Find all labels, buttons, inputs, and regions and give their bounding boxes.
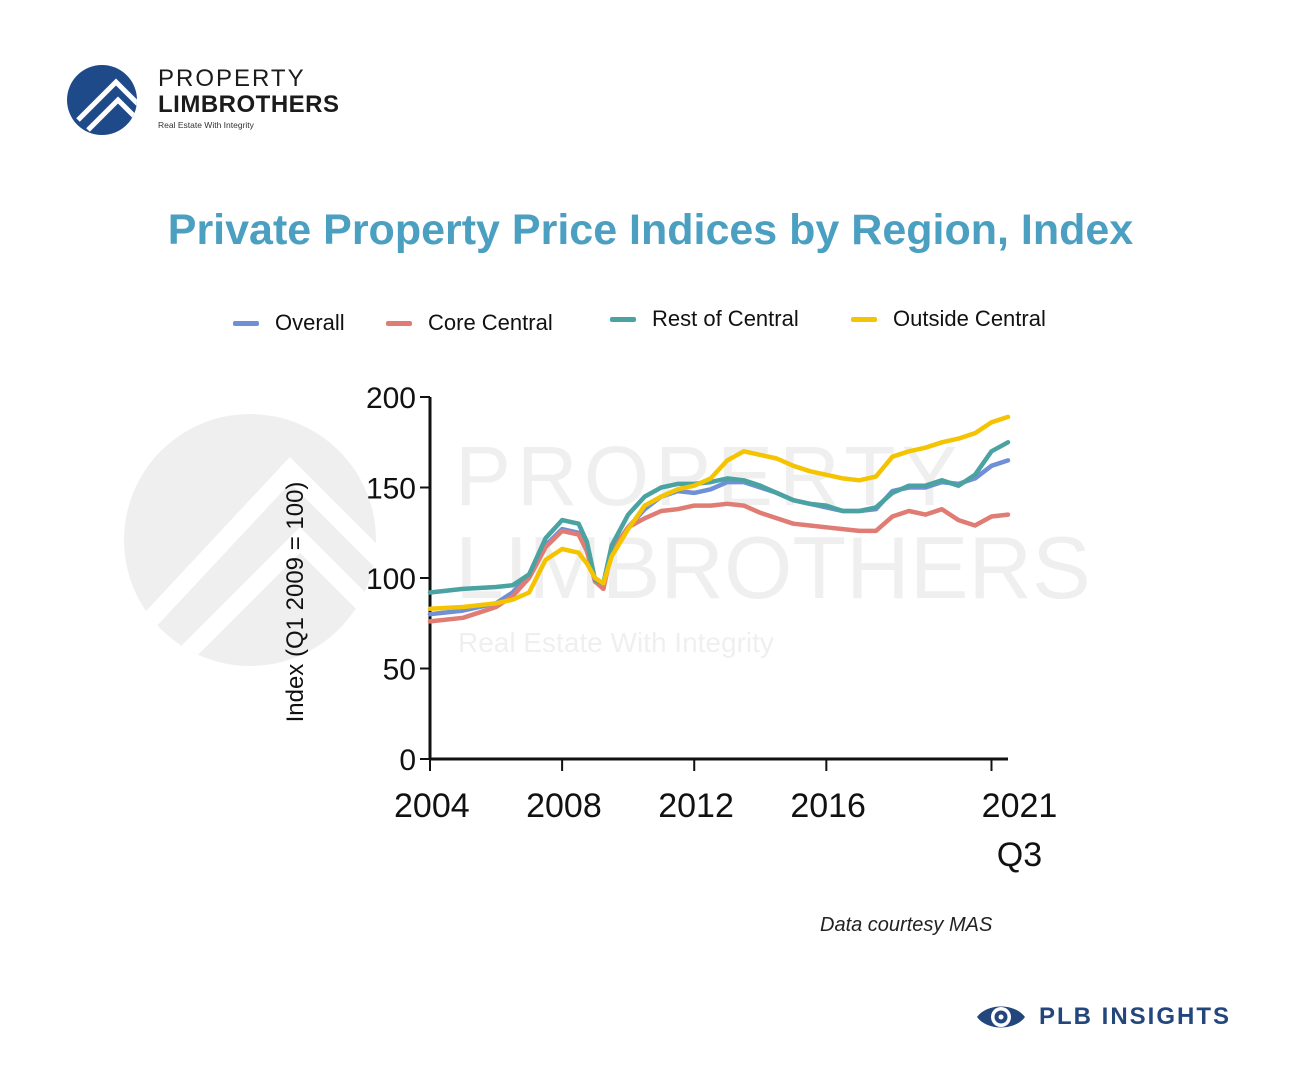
logo-tagline: Real Estate With Integrity	[158, 120, 254, 130]
legend-swatch-outside-central	[851, 316, 877, 322]
y-tick-label: 0	[399, 744, 416, 777]
x-tick-label: 2012	[658, 787, 734, 825]
legend-label-overall: Overall	[275, 310, 345, 335]
logo-word-property: PROPERTY	[158, 65, 306, 92]
legend-item-outside-central: Outside Central	[851, 306, 1046, 332]
legend-label-rest-of-central: Rest of Central	[652, 306, 799, 331]
x-tick-label: 2016	[790, 787, 866, 825]
legend-label-outside-central: Outside Central	[893, 306, 1046, 331]
legend-item-core-central: Core Central	[386, 310, 553, 336]
legend-swatch-rest-of-central	[610, 316, 636, 322]
chart-axes: 0 50 100 150 200 2004 2008 2012 2016 2021 Q3	[366, 382, 1057, 874]
legend-swatch-overall	[233, 320, 259, 326]
x-tick-sublabel: Q3	[997, 836, 1042, 874]
series-line-core-central	[427, 501, 1011, 624]
plb-insights-brand: PLB INSIGHTS	[975, 1000, 1231, 1034]
data-source-note: Data courtesy MAS	[820, 914, 993, 936]
watermark-word-property: PROPERTY	[455, 429, 964, 523]
watermark: PROPERTY LIMBROTHERS Real Estate With In…	[124, 414, 1091, 666]
house-roof-logo-icon	[67, 65, 137, 135]
chart-title: Private Property Price Indices by Region…	[167, 206, 1134, 254]
brand-name: PLB INSIGHTS	[1039, 1003, 1232, 1030]
series-line-rest-of-central	[427, 440, 1011, 595]
x-tick-label: 2021	[982, 787, 1058, 825]
chart-series	[427, 414, 1011, 624]
y-tick-label: 100	[366, 563, 416, 596]
legend-label-core-central: Core Central	[428, 310, 553, 335]
legend-item-overall: Overall	[233, 310, 345, 336]
y-tick-label: 200	[366, 382, 416, 415]
y-tick-label: 150	[366, 473, 416, 506]
watermark-tagline: Real Estate With Integrity	[458, 627, 774, 658]
company-logo: PROPERTY LIMBROTHERS Real Estate With In…	[66, 64, 376, 144]
x-tick-label: 2008	[526, 787, 602, 825]
eye-logo-icon	[977, 1006, 1025, 1028]
series-line-outside-central	[427, 414, 1011, 612]
watermark-logo-icon	[124, 414, 376, 666]
logo-word-limbrothers: LIMBROTHERS	[158, 91, 340, 118]
legend-swatch-core-central	[386, 320, 412, 326]
y-tick-label: 50	[383, 654, 416, 687]
chart-legend: Overall Core Central Rest of Central Out…	[0, 306, 1301, 342]
x-tick-label: 2004	[394, 787, 470, 825]
legend-item-rest-of-central: Rest of Central	[610, 306, 799, 332]
y-axis-label: Index (Q1 2009 = 100)	[282, 482, 309, 723]
